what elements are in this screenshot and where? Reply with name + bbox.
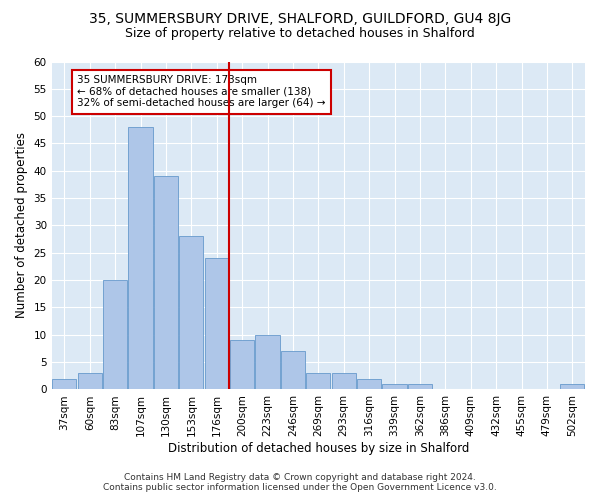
- Bar: [560, 384, 584, 390]
- Bar: [281, 351, 305, 390]
- Text: Contains HM Land Registry data © Crown copyright and database right 2024.
Contai: Contains HM Land Registry data © Crown c…: [103, 473, 497, 492]
- Bar: [179, 236, 203, 390]
- Y-axis label: Number of detached properties: Number of detached properties: [15, 132, 28, 318]
- Text: Size of property relative to detached houses in Shalford: Size of property relative to detached ho…: [125, 28, 475, 40]
- Bar: [256, 335, 280, 390]
- Text: 35 SUMMERSBURY DRIVE: 173sqm
← 68% of detached houses are smaller (138)
32% of s: 35 SUMMERSBURY DRIVE: 173sqm ← 68% of de…: [77, 75, 326, 108]
- Text: 35, SUMMERSBURY DRIVE, SHALFORD, GUILDFORD, GU4 8JG: 35, SUMMERSBURY DRIVE, SHALFORD, GUILDFO…: [89, 12, 511, 26]
- Bar: [230, 340, 254, 390]
- Bar: [382, 384, 407, 390]
- Bar: [408, 384, 432, 390]
- Bar: [154, 176, 178, 390]
- Bar: [77, 373, 102, 390]
- Bar: [103, 280, 127, 390]
- Bar: [52, 378, 76, 390]
- Bar: [357, 378, 381, 390]
- Bar: [306, 373, 331, 390]
- Bar: [332, 373, 356, 390]
- Bar: [128, 127, 152, 390]
- Bar: [205, 258, 229, 390]
- X-axis label: Distribution of detached houses by size in Shalford: Distribution of detached houses by size …: [167, 442, 469, 455]
